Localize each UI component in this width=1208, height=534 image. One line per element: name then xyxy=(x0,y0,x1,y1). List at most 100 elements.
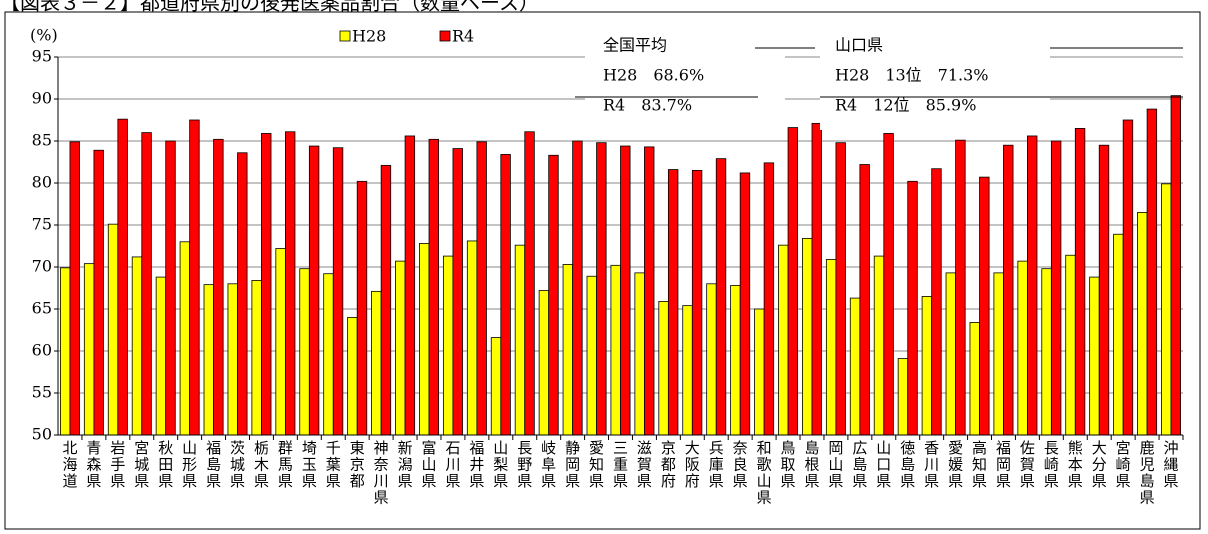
bar xyxy=(1017,260,1028,436)
x-tick-label: 静岡県 xyxy=(565,439,580,490)
bar xyxy=(1041,268,1052,436)
bar xyxy=(610,264,621,436)
bar xyxy=(524,131,535,436)
bar xyxy=(476,141,487,436)
x-tick-label: 神奈川県 xyxy=(374,439,389,507)
bar xyxy=(155,276,167,436)
x-tick-label: 愛媛県 xyxy=(948,439,963,490)
x-tick-label: 新潟県 xyxy=(398,439,413,490)
y-tick-label: 55 xyxy=(32,383,52,402)
bar xyxy=(945,272,957,436)
bar xyxy=(1098,144,1110,436)
annotation-text: H28 68.6% xyxy=(603,66,704,85)
bar xyxy=(1089,276,1100,436)
bar xyxy=(442,255,454,436)
bar xyxy=(979,176,990,436)
y-tick-label: 60 xyxy=(32,341,52,360)
x-tick-label: 岩手県 xyxy=(110,439,125,490)
bar xyxy=(1137,211,1148,436)
bar xyxy=(299,268,310,436)
x-tick-label: 島根県 xyxy=(804,439,819,490)
bar xyxy=(1146,108,1158,436)
bar xyxy=(1113,233,1124,436)
x-tick-label: 奈良県 xyxy=(733,439,748,490)
x-tick-label: 福井県 xyxy=(469,439,484,490)
bar xyxy=(1122,119,1134,436)
bar xyxy=(213,138,224,436)
x-tick-label: 香川県 xyxy=(924,439,939,490)
x-tick-label: 長野県 xyxy=(517,439,532,490)
bar xyxy=(586,275,597,436)
bar xyxy=(141,132,152,436)
bar xyxy=(835,142,846,436)
bar xyxy=(308,145,320,436)
x-tick-label: 北海道 xyxy=(62,439,77,490)
annotation-heading: 山口県 xyxy=(835,36,883,55)
bar xyxy=(117,118,128,436)
annotation-heading: 全国平均 xyxy=(603,36,667,55)
y-tick-label: 80 xyxy=(32,173,52,192)
bar xyxy=(131,256,143,436)
bar xyxy=(261,133,272,436)
bar xyxy=(500,154,511,436)
y-tick-label: 95 xyxy=(32,47,52,66)
annotation-bg xyxy=(820,30,1050,130)
bar xyxy=(179,241,191,436)
bar xyxy=(691,169,703,436)
x-tick-label: 和歌山県 xyxy=(757,439,772,507)
bar xyxy=(787,127,799,436)
bar xyxy=(83,263,95,436)
x-tick-label: 大分県 xyxy=(1092,439,1107,490)
bar xyxy=(69,141,80,436)
bar xyxy=(490,337,502,436)
bar xyxy=(739,172,751,436)
x-tick-label: 宮崎県 xyxy=(1116,439,1131,490)
bar xyxy=(993,272,1004,436)
x-tick-label: 山口県 xyxy=(876,439,891,490)
plot: 50 55 60 65 70 75 80 85 90 95 北海道青森県岩手県宮城県秋田県山形県福島… xyxy=(32,47,1184,507)
bar xyxy=(883,133,894,436)
x-tick-label: 広島県 xyxy=(852,439,867,490)
bar xyxy=(596,142,607,436)
bar xyxy=(873,255,885,436)
bar xyxy=(634,272,645,436)
bar xyxy=(658,301,669,436)
bar xyxy=(572,140,583,436)
bar xyxy=(93,149,104,436)
y-tick-label: 85 xyxy=(32,131,52,150)
y-tick-label: 50 xyxy=(32,425,52,444)
bar xyxy=(715,158,727,436)
bar xyxy=(332,147,344,436)
bar xyxy=(682,305,693,436)
x-tick-label: 群馬県 xyxy=(278,439,293,490)
x-tick-label: 栃木県 xyxy=(254,439,269,490)
bar xyxy=(371,290,382,436)
x-tick-label: 茨城県 xyxy=(230,439,245,490)
bar xyxy=(466,240,478,436)
x-tick-label: 滋賀県 xyxy=(637,439,652,490)
bar xyxy=(730,285,741,436)
legend-swatch xyxy=(339,30,351,42)
x-tick-label: 京都府 xyxy=(661,439,676,490)
annotation-text: H28 13位 71.3% xyxy=(835,66,989,85)
bar xyxy=(59,267,71,436)
x-tick-label: 岡山県 xyxy=(828,439,843,490)
bar xyxy=(859,164,870,436)
x-tick-label: 三重県 xyxy=(613,439,628,490)
bar xyxy=(347,316,358,436)
bar xyxy=(1003,144,1014,436)
bar xyxy=(811,122,822,436)
x-tick-label: 兵庫県 xyxy=(709,439,724,490)
bar xyxy=(802,238,813,436)
bar xyxy=(931,168,942,436)
x-tick-label: 愛知県 xyxy=(589,439,604,490)
bar xyxy=(356,180,368,436)
bar xyxy=(203,284,214,436)
bar xyxy=(538,290,550,436)
bar xyxy=(644,146,655,436)
legend-label: R4 xyxy=(452,27,474,46)
bar xyxy=(237,152,248,436)
bar xyxy=(419,243,430,436)
bar xyxy=(667,169,679,436)
bar xyxy=(404,135,416,436)
